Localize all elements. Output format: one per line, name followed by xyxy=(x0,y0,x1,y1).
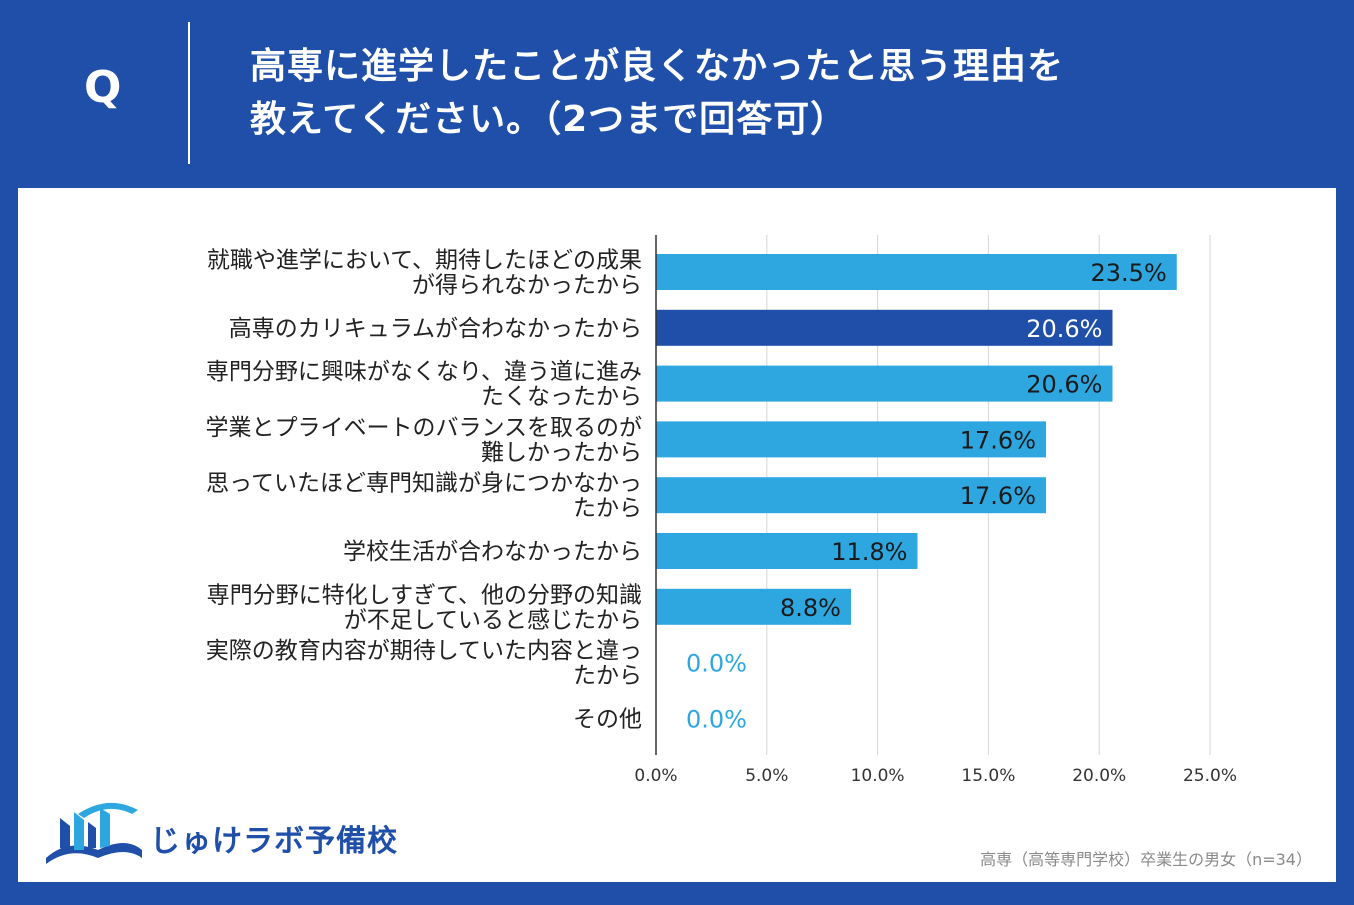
bar xyxy=(656,421,1047,458)
category-label: 学校生活が合わなかったから xyxy=(343,539,642,565)
category-label: その他 xyxy=(573,706,642,732)
category-label: たくなったから xyxy=(481,384,642,410)
bar-chart: 0.0% 5.0% 10.0% 15.0% 20.0% 25.0% 23.5% 就職や進学にお… xyxy=(205,235,1237,786)
bar xyxy=(656,254,1177,290)
x-tick-label: 20.0% xyxy=(1072,766,1126,786)
data-label: 0.0% xyxy=(686,705,747,733)
data-label: 17.6% xyxy=(960,426,1036,454)
header-banner: Q 高専に進学したことが良くなかったと思う理由を 教えてください。（2つまで回答… xyxy=(0,0,1354,188)
category-label: たから xyxy=(573,496,642,522)
header-divider xyxy=(188,22,190,164)
category-label: 就職や進学において、期待したほどの成果 xyxy=(207,248,642,274)
bar xyxy=(656,365,1113,402)
title-line-1: 高専に進学したことが良くなかったと思う理由を xyxy=(250,46,1065,87)
bar xyxy=(656,588,852,625)
category-label: 専門分野に特化しすぎて、他の分野の知識 xyxy=(207,582,642,608)
brand-name: じゅけラボ予備校 xyxy=(150,824,398,859)
category-label: が不足していると感じたから xyxy=(344,607,642,633)
bar xyxy=(656,533,918,569)
chart-panel: 0.0% 5.0% 10.0% 15.0% 20.0% 25.0% 23.5% 就職や進学にお… xyxy=(18,188,1336,882)
data-label: 8.8% xyxy=(780,594,841,622)
x-tick-label: 5.0% xyxy=(745,766,788,786)
data-label: 11.8% xyxy=(831,538,907,566)
data-label: 20.6% xyxy=(1026,315,1102,343)
book-logo-icon xyxy=(46,802,142,864)
category-label: が得られなかったから xyxy=(412,273,642,299)
category-label: 実際の教育内容が期待していた内容と違っ xyxy=(206,638,642,664)
x-tick-label: 15.0% xyxy=(961,766,1015,786)
category-label: 高専のカリキュラムが合わなかったから xyxy=(229,316,642,342)
category-label: たから xyxy=(573,663,642,689)
data-label: 20.6% xyxy=(1026,371,1102,399)
category-label: 学業とプライベートのバランスを取るのが xyxy=(205,415,642,441)
x-tick-label: 25.0% xyxy=(1183,766,1237,786)
bar xyxy=(656,309,1113,346)
category-label: 思っていたほど専門知識が身につかなかっ xyxy=(206,471,642,497)
question-mark-label: Q xyxy=(84,62,122,113)
page-title: 高専に進学したことが良くなかったと思う理由を 教えてください。（2つまで回答可） xyxy=(250,40,1310,146)
data-label: 0.0% xyxy=(686,650,747,678)
title-line-2: 教えてください。（2つまで回答可） xyxy=(250,99,848,140)
data-label: 23.5% xyxy=(1091,259,1167,287)
x-tick-label: 0.0% xyxy=(634,766,677,786)
sample-footnote: 高専（高等専門学校）卒業生の男女（n=34） xyxy=(980,850,1312,869)
brand-logo: じゅけラボ予備校 xyxy=(38,800,397,870)
category-label: 専門分野に興味がなくなり、違う道に進み xyxy=(206,359,642,385)
bar xyxy=(656,477,1047,514)
data-label: 17.6% xyxy=(960,482,1036,510)
category-label: 難しかったから xyxy=(481,440,642,466)
x-tick-label: 10.0% xyxy=(851,766,905,786)
